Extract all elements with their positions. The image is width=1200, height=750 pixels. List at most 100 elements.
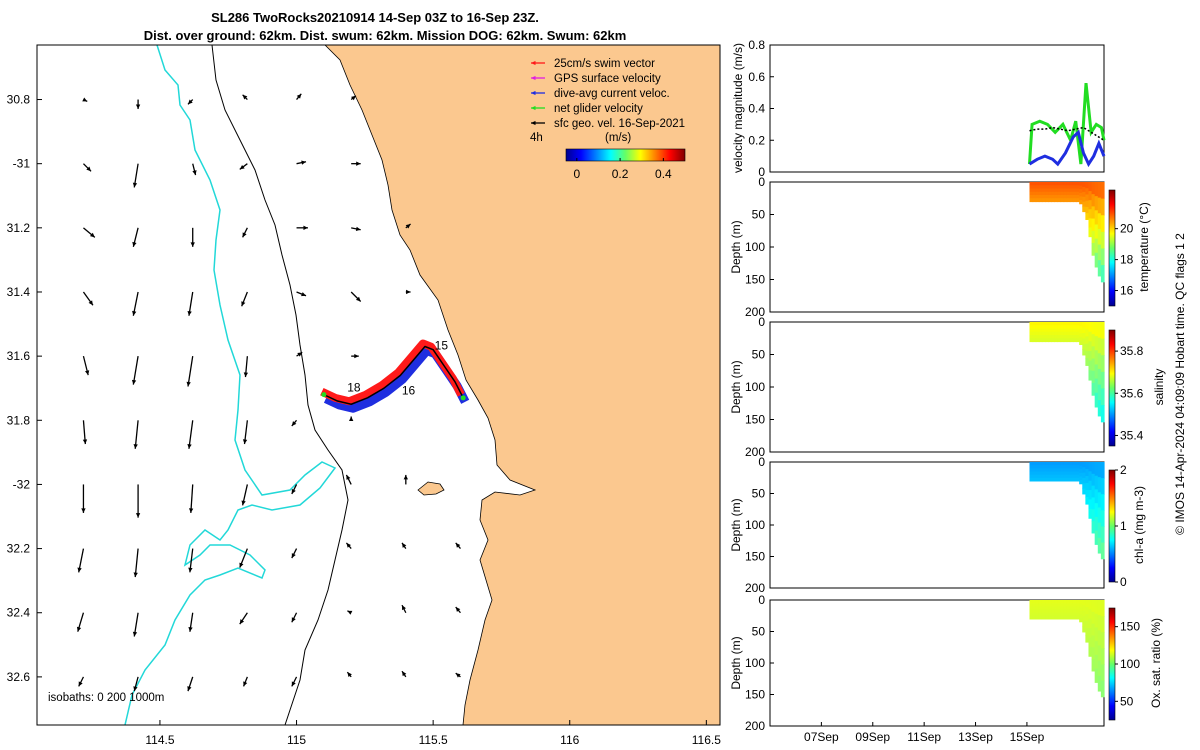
chla-data-cell <box>1076 471 1080 476</box>
oxygen-data-cell <box>1082 626 1086 633</box>
chla-data-cell <box>1032 465 1037 469</box>
oxygen-data-cell <box>1069 606 1074 611</box>
chla-data-cell <box>1054 462 1059 466</box>
salinity-data-cell <box>1060 335 1065 339</box>
temperature-data-cell <box>1054 185 1059 190</box>
chla-data-cell <box>1054 468 1059 473</box>
salinity-data-cell <box>1076 331 1080 336</box>
salinity-data-cell <box>1079 336 1083 342</box>
oxygen-data-cell <box>1054 600 1059 604</box>
geo-velocity-arrow <box>296 351 303 357</box>
geo-velocity-arrow <box>239 163 248 170</box>
oxygen-data-cell <box>1035 609 1040 614</box>
salinity-data-cell <box>1032 328 1037 333</box>
chla-data-cell <box>1032 477 1037 482</box>
salinity-data-cell <box>1094 336 1099 351</box>
geo-velocity-arrow <box>133 676 139 692</box>
oxygen-data-cell <box>1094 600 1099 615</box>
legend-arrow <box>531 105 545 111</box>
salinity-colorbar-label: 35.8 <box>1120 344 1144 358</box>
oxygen-data-cell <box>1041 603 1046 607</box>
oxygen-data-cell <box>1029 609 1034 614</box>
salinity-data-cell <box>1100 355 1105 373</box>
geo-velocity-arrow <box>83 227 96 238</box>
temperature-data-cell <box>1051 195 1055 199</box>
temperature-data-cell <box>1041 198 1046 203</box>
salinity-data-cell <box>1088 360 1093 371</box>
chla-colorbar <box>1108 469 1116 583</box>
legend-arrow-head <box>531 75 536 81</box>
oxygen-data-cell <box>1051 603 1055 607</box>
temperature-ytick-label: 150 <box>745 273 765 287</box>
temperature-data-cell <box>1060 188 1065 193</box>
geo-velocity-arrow <box>77 548 85 573</box>
chla-data-cell <box>1045 477 1049 482</box>
temperature-data-cell <box>1091 218 1096 232</box>
map-xtick-label: 116 <box>560 733 579 747</box>
chla-data-cell <box>1100 526 1105 544</box>
salinity-data-cell <box>1088 341 1093 352</box>
oxygen-data-cell <box>1069 600 1074 604</box>
geo-velocity-arrow-head <box>243 681 248 687</box>
temperature-data-cell <box>1072 198 1077 203</box>
oxygen-data-cell <box>1076 600 1080 604</box>
oxygen-data-cell <box>1091 659 1096 672</box>
oxygen-ytick-label: 100 <box>745 656 765 670</box>
chla-data-cell <box>1051 462 1055 466</box>
geo-velocity-arrow-head <box>76 626 82 632</box>
chla-data-cell <box>1029 462 1034 466</box>
salinity-data-cell <box>1072 338 1077 343</box>
salinity-data-cell <box>1041 328 1046 333</box>
chla-data-cell <box>1038 462 1043 466</box>
chla-data-cell <box>1079 472 1083 478</box>
salinity-data-cell <box>1054 331 1059 336</box>
island <box>417 481 445 496</box>
oxygen-data-cell <box>1097 675 1102 692</box>
oxygen-data-cell <box>1100 632 1105 649</box>
salinity-data-cell <box>1079 325 1083 331</box>
map-ytick-label: -31 <box>13 157 31 171</box>
oxygen-data-cell <box>1041 612 1046 617</box>
salinity-data-cell <box>1088 370 1093 381</box>
salinity-data-cell <box>1063 331 1068 336</box>
salinity-data-cell <box>1069 322 1074 326</box>
chla-data-cell <box>1057 477 1062 482</box>
geo-velocity-arrow-head <box>81 508 86 513</box>
chla-data-cell <box>1038 468 1043 473</box>
velocity-ytick-label: 0.2 <box>748 133 765 147</box>
chla-data-cell <box>1097 492 1102 509</box>
oxygen-data-cell <box>1048 615 1052 620</box>
chla-data-cell <box>1079 462 1083 467</box>
oxygen-data-cell <box>1066 606 1071 611</box>
oxygen-data-cell <box>1072 606 1077 611</box>
chla-data-cell <box>1048 468 1052 473</box>
chla-data-cell <box>1072 468 1077 473</box>
chla-colorbar-label: 2 <box>1120 463 1127 477</box>
temperature-data-cell <box>1032 198 1037 203</box>
geo-velocity-arrow-head <box>406 289 411 295</box>
chla-data-cell <box>1076 465 1080 469</box>
oxygen-data-cell <box>1045 606 1049 611</box>
temperature-data-cell <box>1085 188 1090 196</box>
oxygen-data-cell <box>1072 609 1077 614</box>
salinity-data-cell <box>1066 331 1071 336</box>
temperature-data-cell <box>1100 231 1105 250</box>
legend-label: sfc geo. vel. 16-Sep-2021 <box>554 118 685 130</box>
geo-velocity-arrow-head <box>88 300 93 306</box>
geo-velocity-arrow <box>345 474 352 485</box>
geo-velocity-arrow <box>132 291 139 316</box>
salinity-data-cell <box>1038 331 1043 336</box>
oxygen-data-cell <box>1097 630 1102 647</box>
salinity-data-cell <box>1048 338 1052 343</box>
chla-data-cell <box>1041 477 1046 482</box>
temperature-data-cell <box>1091 194 1096 207</box>
map-ytick-label: 31.8 <box>7 413 31 427</box>
temperature-data-cell <box>1097 213 1102 230</box>
geo-velocity-arrow-head <box>131 379 137 385</box>
geo-velocity-arrow <box>455 542 461 550</box>
salinity-data-cell <box>1038 328 1043 333</box>
salinity-data-cell <box>1079 329 1083 334</box>
salinity-data-cell <box>1032 325 1037 330</box>
oxygen-data-cell <box>1041 606 1046 611</box>
temperature-data-cell <box>1048 185 1052 190</box>
